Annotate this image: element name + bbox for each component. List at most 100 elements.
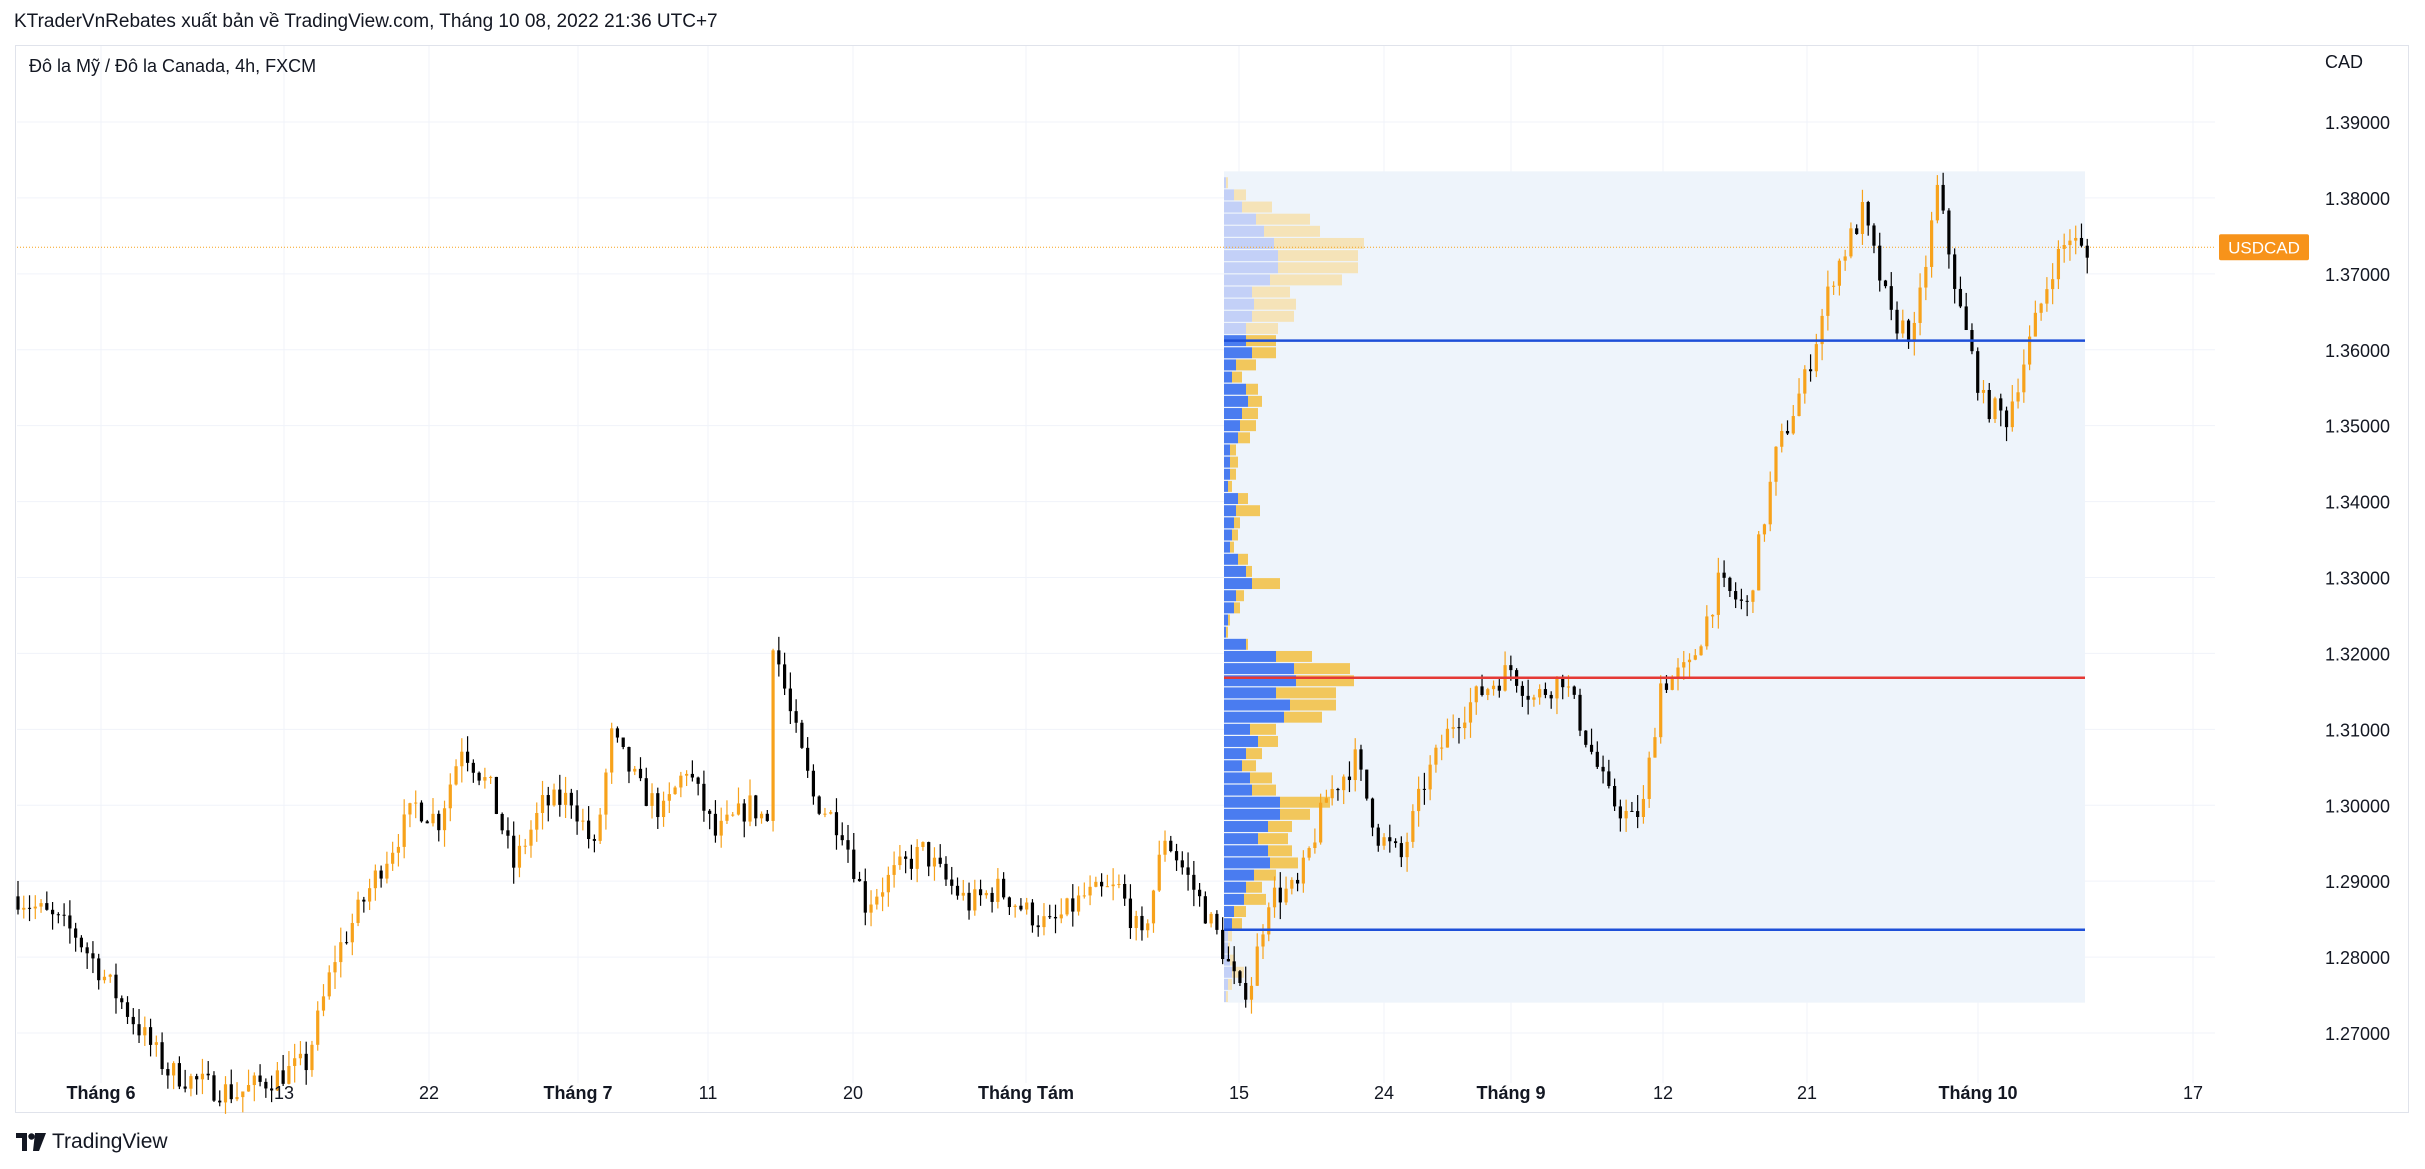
profile-bar-buy: [1224, 699, 1290, 711]
x-tick-label: 13: [274, 1083, 294, 1103]
profile-bar-sell: [1296, 675, 1354, 687]
profile-bar-sell: [1246, 881, 1262, 893]
candle-body: [961, 892, 965, 896]
candle-body: [1267, 907, 1271, 935]
profile-bar-sell: [1226, 991, 1228, 1003]
candle-body: [748, 795, 752, 822]
profile-bar-buy: [1224, 505, 1236, 517]
candle-body: [367, 888, 372, 902]
candle-body: [414, 802, 418, 804]
profile-bar-sell: [1226, 626, 1228, 638]
candle-body: [857, 878, 862, 882]
candle-body: [736, 803, 741, 815]
candle-body: [1664, 683, 1669, 690]
profile-bar-buy: [1224, 262, 1278, 274]
candle-body: [1953, 254, 1957, 289]
profile-bar-sell: [1268, 845, 1292, 857]
candle-body: [270, 1088, 274, 1091]
candle-body: [1832, 285, 1836, 287]
candle-body: [1774, 446, 1778, 482]
profile-bar-sell: [1254, 298, 1296, 310]
candle-body: [517, 845, 522, 868]
candle-body: [569, 792, 573, 806]
profile-bar-sell: [1246, 638, 1248, 650]
candle-body: [321, 996, 326, 1011]
profile-bar-sell: [1294, 663, 1350, 675]
candle-body: [1244, 982, 1248, 1000]
profile-bar-buy: [1224, 189, 1234, 201]
x-tick-label: 20: [843, 1083, 863, 1103]
candle-body: [719, 820, 723, 836]
candle-body: [558, 789, 562, 805]
volume-profile-range: [1224, 171, 2085, 1003]
candle-body: [1682, 662, 1686, 668]
candle-body: [189, 1076, 193, 1089]
candle-body: [264, 1081, 268, 1089]
candle-body: [1174, 851, 1179, 861]
candle-body: [1780, 430, 1784, 447]
candle-body: [1140, 915, 1144, 931]
candle-body: [1751, 590, 1755, 602]
candle-body: [782, 664, 787, 689]
candle-body: [2010, 401, 2014, 428]
x-tick-label: 22: [419, 1083, 439, 1103]
candle-body: [1509, 665, 1513, 671]
candle-body: [50, 909, 55, 915]
profile-bar-sell: [1246, 323, 1278, 334]
candle-body: [362, 899, 366, 902]
candle-body: [166, 1069, 170, 1076]
candle-body: [206, 1073, 210, 1076]
candle-body: [696, 777, 700, 784]
candle-body: [33, 906, 37, 909]
candle-body: [258, 1075, 262, 1082]
candle-body: [1584, 730, 1588, 745]
candle-body: [1924, 266, 1928, 288]
candle-body: [281, 1070, 285, 1084]
candle-body: [465, 751, 470, 763]
candle-body: [1722, 572, 1726, 578]
candle-body: [402, 814, 406, 847]
candle-body: [1480, 686, 1484, 696]
x-tick-label: 17: [2183, 1083, 2203, 1103]
profile-bar-sell: [1232, 371, 1242, 383]
candle-body: [1422, 788, 1426, 790]
candle-body: [1762, 524, 1767, 535]
candle-body: [840, 835, 844, 841]
profile-bar-sell: [1244, 893, 1266, 905]
candle-body: [304, 1053, 308, 1071]
y-axis[interactable]: 1.39000 1.38000 1.37000 1.36000 1.35000 1.340…: [2325, 113, 2390, 1044]
profile-bar-buy: [1224, 614, 1228, 626]
profile-bar-sell: [1230, 444, 1236, 456]
profile-bar-buy: [1224, 845, 1268, 857]
candle-body: [794, 711, 798, 723]
candle-body: [1100, 881, 1104, 887]
candle-body: [160, 1042, 164, 1070]
profile-bar-buy: [1224, 869, 1254, 881]
chart-frame[interactable]: [15, 45, 2409, 1113]
candle-body: [1601, 766, 1605, 772]
profile-bar-sell: [1236, 505, 1260, 517]
x-axis[interactable]: Tháng 6 13 22 Tháng 7 11 20 Tháng Tám 15 24 Tháng…: [66, 1083, 2203, 1103]
candle-body: [1434, 747, 1438, 765]
candle-body: [97, 958, 101, 981]
candle-body: [1411, 811, 1415, 842]
candle-body: [1826, 286, 1830, 316]
y-tick-label: 1.32000: [2325, 644, 2390, 664]
footer-brand[interactable]: TradingView: [16, 1130, 168, 1154]
candle-body: [1295, 879, 1300, 884]
candle-body: [1843, 256, 1847, 261]
candle-body: [1388, 837, 1392, 842]
last-price-label: USDCAD: [2219, 234, 2309, 261]
candle-body: [275, 1070, 279, 1091]
profile-bar-buy: [1224, 274, 1270, 286]
candle-body: [477, 772, 481, 781]
profile-bar-sell: [1232, 918, 1242, 930]
profile-bar-buy: [1224, 323, 1246, 334]
candle-body: [1561, 676, 1565, 688]
profile-bar-buy: [1224, 881, 1246, 893]
candle-body: [125, 1002, 130, 1017]
candle-body: [546, 795, 550, 806]
candle-body: [990, 892, 994, 902]
profile-bar-buy: [1224, 966, 1232, 978]
